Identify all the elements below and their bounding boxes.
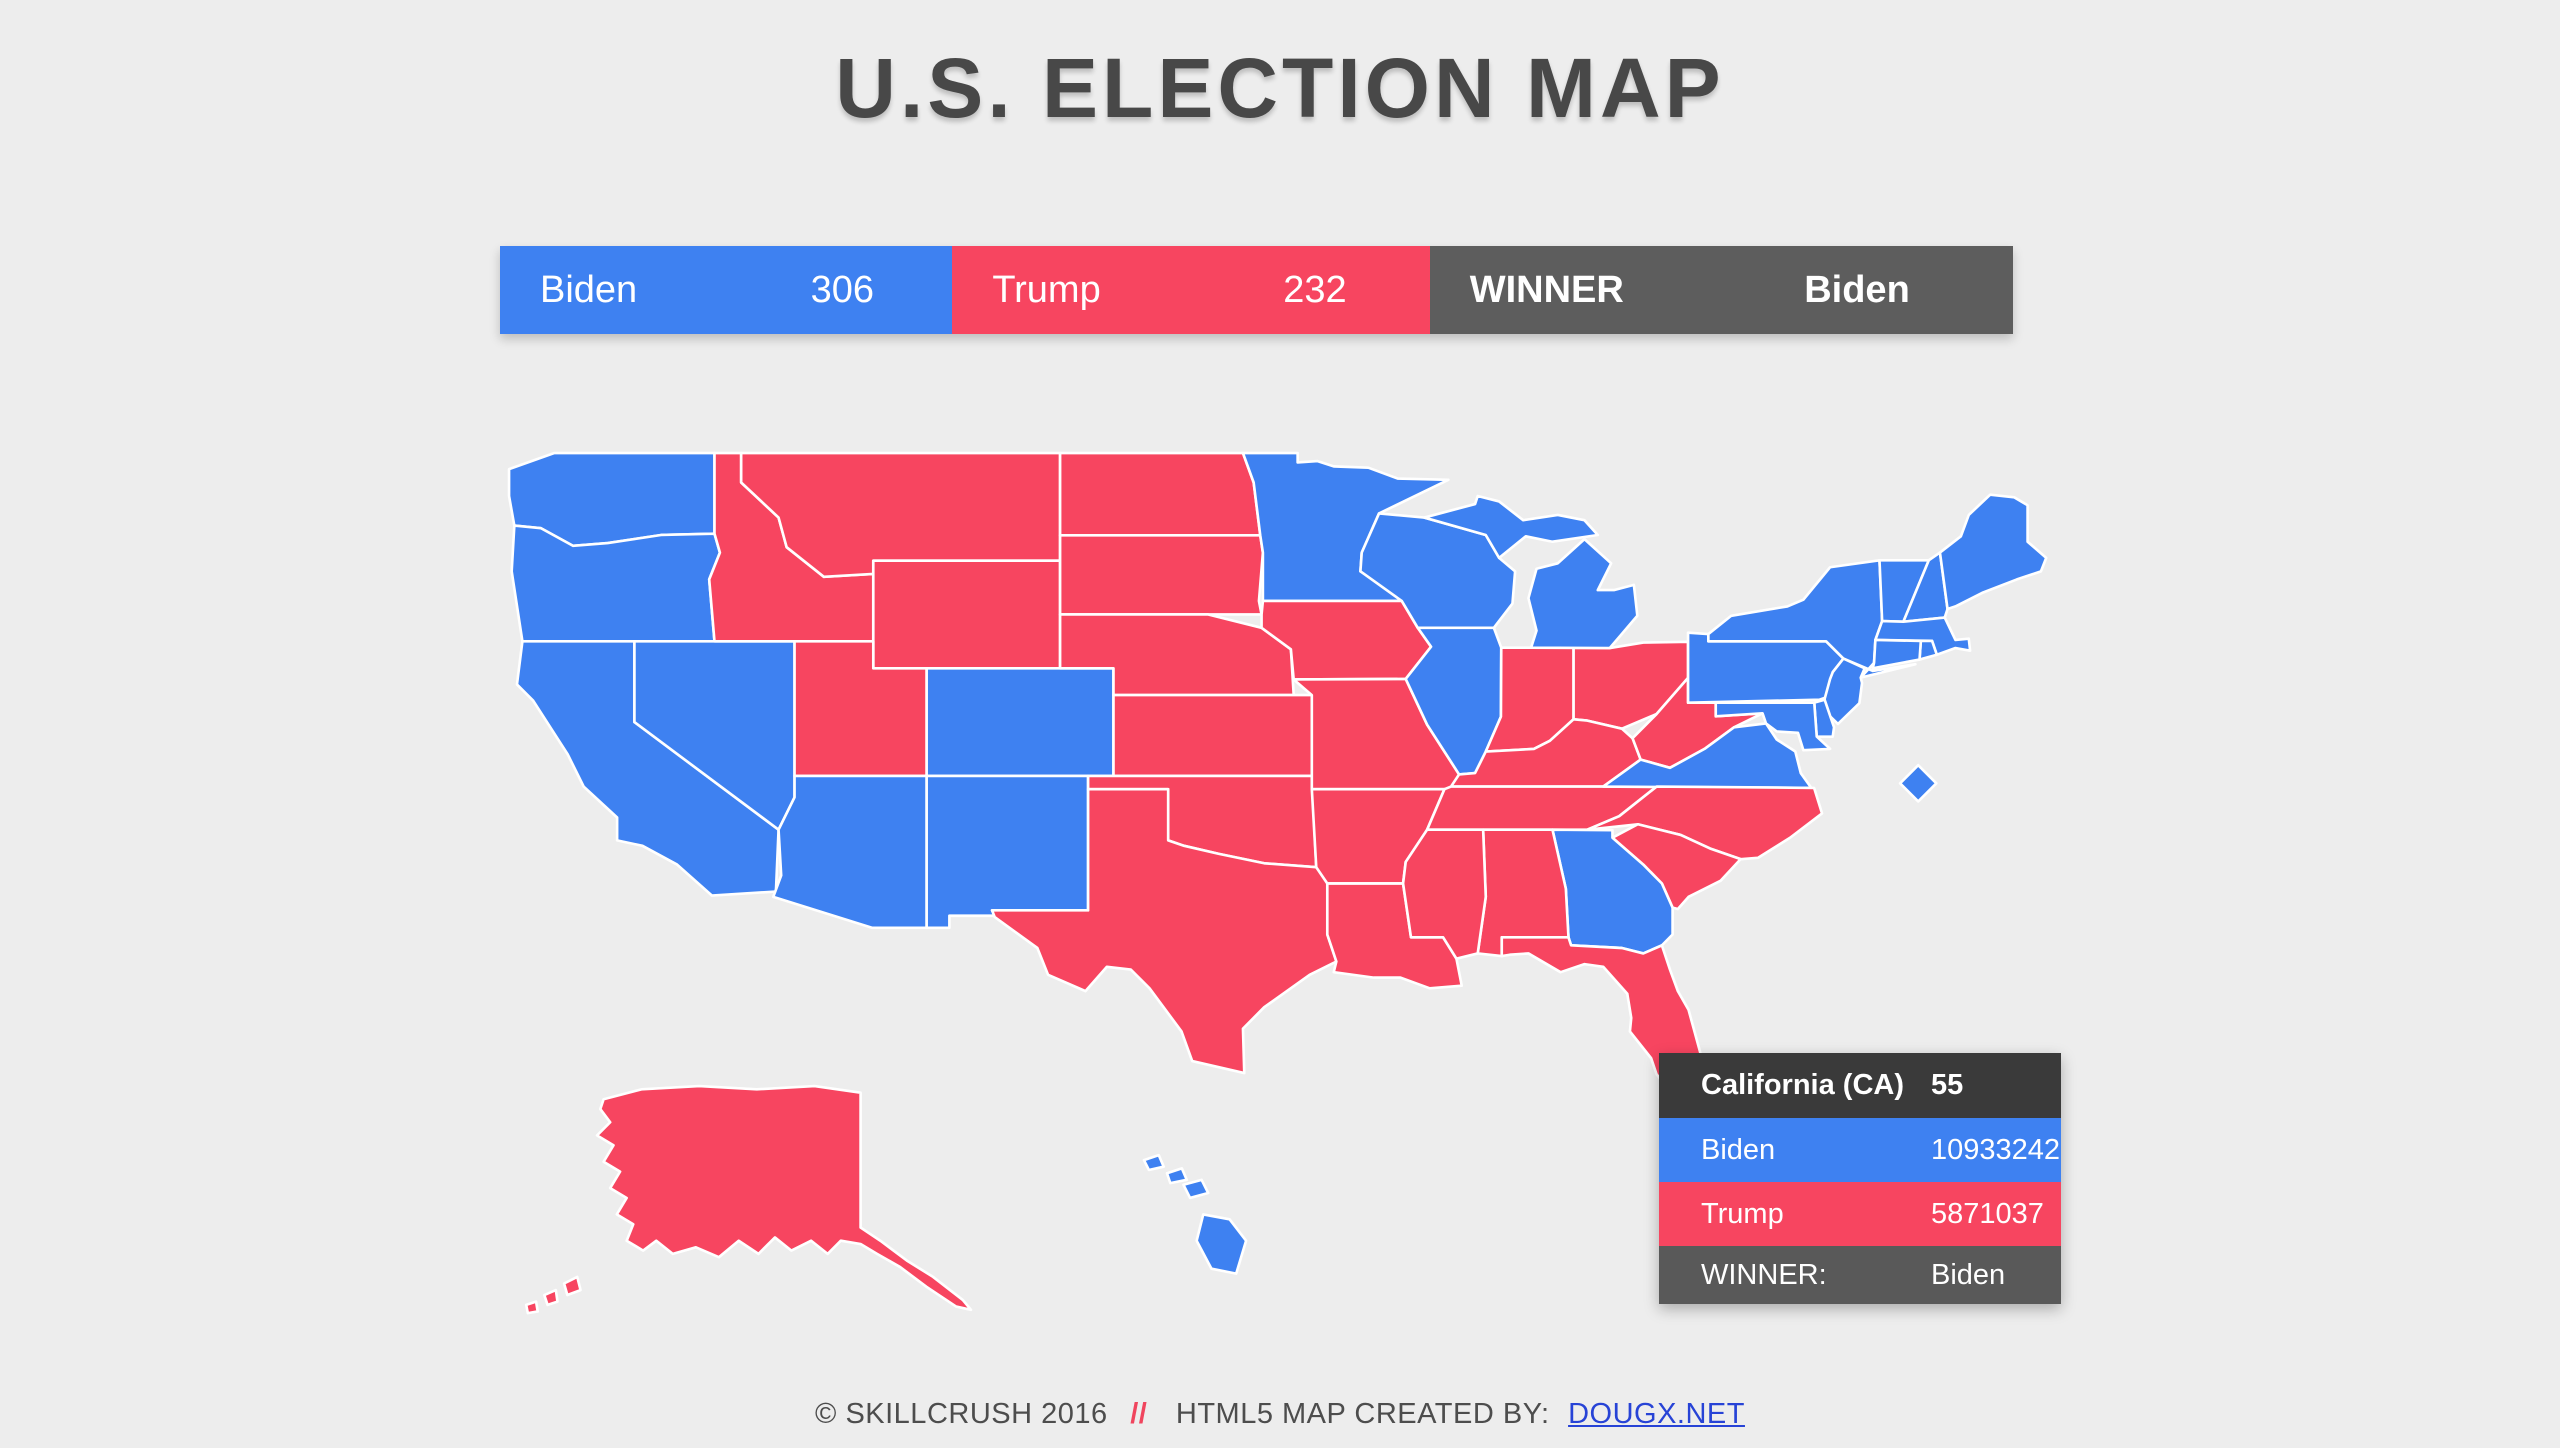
state-AK[interactable] <box>524 1300 540 1315</box>
tooltip-biden-votes: 10933242 <box>1931 1133 2061 1166</box>
footer-credit-link[interactable]: DOUGX.NET <box>1568 1398 1745 1430</box>
state-CO[interactable] <box>925 666 1115 778</box>
scoreboard-biden-label: Biden <box>540 268 638 311</box>
state-RI[interactable] <box>1918 639 1939 661</box>
state-DC[interactable] <box>1898 763 1938 803</box>
state-NH[interactable] <box>1902 551 1949 624</box>
state-OR[interactable] <box>510 524 722 643</box>
footer-credit-text: HTML5 MAP CREATED BY: <box>1175 1398 1550 1430</box>
state-MD[interactable] <box>1714 701 1832 752</box>
state-AK[interactable] <box>595 1084 973 1312</box>
state-HI[interactable] <box>1182 1178 1210 1200</box>
state-tooltip: California (CA) 55 Biden 10933242 Trump … <box>1659 1053 2061 1304</box>
scoreboard-winner-segment: WINNER Biden <box>1429 246 2013 334</box>
state-AZ[interactable] <box>771 774 928 930</box>
tooltip-trump-row: Trump 5871037 <box>1659 1182 2061 1246</box>
footer-divider: // <box>1130 1398 1148 1430</box>
state-NM[interactable] <box>925 774 1090 930</box>
us-map-container <box>485 418 2050 1323</box>
state-WI[interactable] <box>1359 512 1517 630</box>
state-WY[interactable] <box>871 559 1062 670</box>
tooltip-winner-value: Biden <box>1931 1258 2006 1291</box>
state-SD[interactable] <box>1058 534 1265 616</box>
scoreboard-winner-value: Biden <box>1804 268 1910 311</box>
tooltip-trump-votes: 5871037 <box>1931 1197 2044 1230</box>
us-election-map <box>507 451 2048 1315</box>
tooltip-winner-row: WINNER: Biden <box>1659 1246 2061 1304</box>
scoreboard-trump-votes: 232 <box>1283 268 1347 311</box>
state-TX[interactable] <box>990 787 1338 1075</box>
state-MI[interactable] <box>1423 494 1600 560</box>
state-HI[interactable] <box>1195 1213 1248 1275</box>
tooltip-state-name: California (CA) <box>1701 1069 1904 1101</box>
state-MI[interactable] <box>1527 537 1639 650</box>
state-NJ[interactable] <box>1820 657 1866 726</box>
state-HI[interactable] <box>1165 1167 1189 1185</box>
footer: © SKILLCRUSH 2016 // HTML5 MAP CREATED B… <box>0 1398 2560 1431</box>
scoreboard-biden-segment: Biden 306 <box>500 246 953 334</box>
scoreboard-winner-label: WINNER <box>1469 268 1624 311</box>
tooltip-trump-label: Trump <box>1701 1197 1784 1230</box>
state-AK[interactable] <box>562 1275 582 1297</box>
tooltip-electoral-votes: 55 <box>1931 1069 1964 1101</box>
tooltip-header-row: California (CA) 55 <box>1659 1053 2061 1118</box>
page-title: U.S. ELECTION MAP <box>835 41 1725 135</box>
tooltip-biden-row: Biden 10933242 <box>1659 1118 2061 1182</box>
state-KS[interactable] <box>1112 693 1314 778</box>
tooltip-winner-label: WINNER: <box>1701 1258 1827 1291</box>
scoreboard: Biden 306 Trump 232 WINNER Biden <box>500 246 2013 334</box>
state-MS[interactable] <box>1401 828 1488 961</box>
scoreboard-biden-votes: 306 <box>810 268 874 311</box>
scoreboard-trump-label: Trump <box>992 268 1101 311</box>
state-ND[interactable] <box>1058 451 1262 537</box>
tooltip-biden-label: Biden <box>1701 1133 1776 1166</box>
state-ME[interactable] <box>1938 493 2048 611</box>
scoreboard-trump-segment: Trump 232 <box>952 246 1430 334</box>
state-HI[interactable] <box>1142 1153 1166 1172</box>
state-PA[interactable] <box>1686 631 1845 704</box>
footer-copyright: © SKILLCRUSH 2016 <box>815 1398 1108 1430</box>
state-CT[interactable] <box>1871 638 1923 670</box>
state-AK[interactable] <box>542 1288 559 1307</box>
